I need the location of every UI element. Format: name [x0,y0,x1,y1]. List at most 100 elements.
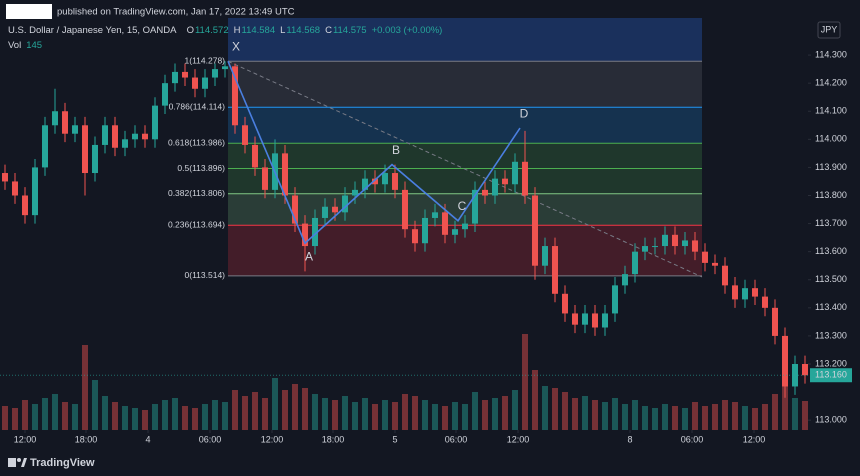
volume-bar [602,402,608,430]
currency: JPY [821,24,838,34]
volume-bar [42,398,48,430]
volume-bar [202,404,208,430]
x-tick-label: 4 [145,434,150,444]
candle-body [112,125,118,148]
pattern-layer: X A B C D [227,39,529,263]
candle-body [12,181,18,196]
volume-bar [382,400,388,430]
x-tick-label: 06:00 [681,434,704,444]
candle-body [192,77,198,89]
candle-body [172,71,178,84]
x-tick-label: 18:00 [75,434,98,444]
redaction-box [6,4,52,19]
candle-body [802,364,808,376]
x-tick-label: 5 [392,434,397,444]
candle-body [782,335,788,387]
candle-body [622,274,628,286]
candle-body [162,83,168,106]
candle-body [232,66,238,126]
volume-bar [212,400,218,430]
volume-bar [182,406,188,430]
volume-bar [232,390,238,430]
y-tick-label: 113.500 [815,274,847,284]
volume-bar [392,402,398,430]
x-tick-label: 18:00 [322,434,345,444]
candle-body [42,125,48,168]
volume-bar [492,398,498,430]
x-tick-label: 12:00 [14,434,37,444]
pattern-point-label: D [520,106,529,120]
footer-logo [8,458,27,467]
last-price-box [810,368,852,383]
fib-zone [228,143,702,169]
y-tick-label: 113.200 [815,358,847,368]
candle-body [352,189,358,196]
pattern-point-label: A [305,249,313,263]
candle-body [462,223,468,230]
candle-body [562,293,568,314]
volume-bar [162,400,168,430]
candle-body [522,161,528,196]
legend-value: 114.575 [333,25,367,36]
y-tick-label: 113.300 [815,330,847,340]
candle-body [212,69,218,78]
volume-bar [72,404,78,430]
candle-body [72,125,78,134]
volume-bar [432,404,438,430]
volume-bar [542,386,548,430]
volume-bar [702,406,708,430]
volume-bar [792,398,798,430]
fib-top-zone [228,18,702,62]
candle-body [672,234,678,247]
candle-body [362,178,368,190]
candle-body [132,133,138,140]
volume-bar [502,396,508,430]
candle-body [322,206,328,218]
volume-bar [412,396,418,430]
fib-level-label: 0.786(114.114) [169,102,226,112]
volume-bar [762,404,768,430]
y-tick-label: 114.300 [815,49,847,59]
y-tick-label: 113.000 [815,415,847,425]
y-tick-label: 113.800 [815,190,847,200]
volume-bar [632,400,638,430]
volume-bar [532,370,538,430]
volume-legend-value: 145 [26,40,42,51]
symbol: U.S. Dollar / Japanese Yen, 15, OANDA [8,25,177,36]
candle-body [392,173,398,190]
volume-bar [52,394,58,430]
y-tick-label: 114.000 [815,134,847,144]
candle-body [652,246,658,248]
volume-legend: Vol 145 [8,40,42,51]
candle-body [102,125,108,145]
volume-bar [692,402,698,430]
candle-body [762,296,768,308]
volume-bar [352,402,358,430]
candle-body [612,285,618,314]
candle-body [382,173,388,185]
volume-bar [482,400,488,430]
volume-bar [222,402,228,430]
volume-layer [2,334,808,430]
volume-bar [582,396,588,430]
candle-body [572,313,578,325]
volume-bar [252,392,258,430]
volume-bar [452,402,458,430]
volume-bar [292,384,298,430]
candle-body [252,144,258,168]
candle-body [662,234,668,247]
fib-level-label: 0(113.514) [185,270,226,280]
legend-key: O [187,25,194,36]
volume-bar [302,388,308,430]
candle-body [412,229,418,244]
volume-bar [122,406,128,430]
x-tick-label: 06:00 [445,434,468,444]
candle-body [312,217,318,247]
volume-bar [332,400,338,430]
candle-body [582,313,588,325]
volume-bar [592,400,598,430]
volume-bar [442,406,448,430]
volume-bar [572,398,578,430]
volume-bar [242,396,248,430]
candle-body [402,189,408,230]
